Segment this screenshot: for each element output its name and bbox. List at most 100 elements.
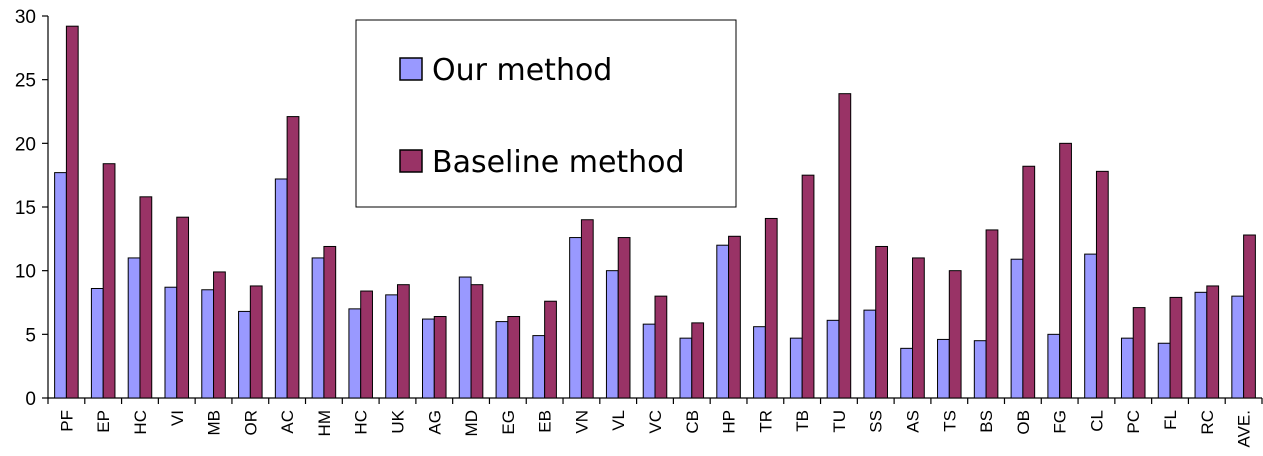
bar-our-method-tb <box>789 337 803 399</box>
y-tick-label: 20 <box>15 134 36 155</box>
bar-baseline-method-mb <box>213 271 226 399</box>
y-tick-label: 10 <box>15 262 36 283</box>
bar-baseline-method-ac <box>286 116 300 399</box>
x-category-label: TB <box>793 410 812 432</box>
bar-our-method-ag <box>422 318 435 399</box>
bar-our-method-ep <box>90 287 104 399</box>
bar-our-method-or <box>238 310 251 399</box>
x-category-label: EG <box>499 410 518 435</box>
bar-baseline-method-hc <box>139 196 153 399</box>
y-tick-label: 5 <box>25 325 36 346</box>
x-category-label: SS <box>867 410 886 433</box>
bar-our-method-vc <box>642 323 656 399</box>
bar-baseline-method-md <box>470 284 484 399</box>
bar-our-method-hc <box>127 257 141 399</box>
bar-our-method-rc <box>1194 291 1208 399</box>
bar-our-method-ac <box>274 178 288 399</box>
bar-baseline-method-ts <box>948 270 962 399</box>
x-category-label: FL <box>1161 410 1180 430</box>
bar-our-method-as <box>900 347 914 399</box>
legend-swatch-baseline-method <box>399 149 423 173</box>
bar-baseline-method-pf <box>65 25 79 399</box>
bar-our-method-vl <box>605 270 619 399</box>
bar-baseline-method-vi <box>176 216 190 399</box>
x-category-label: PF <box>57 410 76 432</box>
bar-baseline-method-vn <box>580 219 594 399</box>
bar-our-method-cb <box>679 337 693 399</box>
bar-our-method-cl <box>1084 253 1097 399</box>
y-tick-label: 15 <box>15 198 36 219</box>
x-category-label: AC <box>278 410 297 434</box>
bar-our-method-vi <box>164 286 178 399</box>
bar-baseline-method-fl <box>1169 296 1183 399</box>
bar-baseline-method-bs <box>985 229 999 399</box>
x-category-label: MB <box>205 410 224 436</box>
x-category-label: CL <box>1087 410 1106 432</box>
x-category-label: VI <box>168 410 187 426</box>
x-category-label: AG <box>425 410 444 435</box>
x-category-label: MD <box>462 410 481 436</box>
y-tick-label: 25 <box>15 71 36 92</box>
bar-our-method-eb <box>532 335 546 399</box>
bar-baseline-method-cb <box>691 322 705 399</box>
bar-baseline-method-rc <box>1206 285 1220 399</box>
y-tick-label: 0 <box>25 389 36 410</box>
plot-area: 0 5 10 15 20 25 30 PF EP HC VI MB OR AC HM HC UK AG MD EG EB… <box>15 7 1263 447</box>
bar-baseline-method-or <box>249 285 263 399</box>
bar-our-method-ss <box>863 309 877 399</box>
bar-baseline-method-hp <box>728 235 741 399</box>
bar-our-method-md <box>458 276 472 399</box>
bar-baseline-method-fg <box>1059 142 1072 399</box>
x-category-label: VC <box>646 410 665 434</box>
bar-baseline-method-tb <box>801 174 815 399</box>
bar-baseline-method-vc <box>654 295 668 399</box>
x-category-label: AVE. <box>1235 410 1254 447</box>
x-category-label: OB <box>1014 410 1033 435</box>
bar-our-method-mb <box>201 289 215 399</box>
bar-baseline-method-cl <box>1095 170 1109 399</box>
x-category-label: HP <box>720 410 739 434</box>
bar-baseline-method-tr <box>764 217 778 399</box>
bar-baseline-method-hm <box>323 245 337 399</box>
x-category-label: TR <box>756 410 775 433</box>
x-category-label: EP <box>94 410 113 433</box>
bar-baseline-method-ag <box>433 316 447 399</box>
bar-baseline-method-hc <box>360 290 373 399</box>
x-category-label: AS <box>904 410 923 433</box>
bar-our-method-ts <box>937 338 950 399</box>
bar-baseline-method-ep <box>102 163 116 399</box>
bar-our-method-uk <box>385 294 398 399</box>
x-category-label: UK <box>388 409 407 433</box>
legend-label-baseline-method: Baseline method <box>432 145 685 180</box>
bar-our-method-pc <box>1120 337 1134 399</box>
bar-baseline-method-ob <box>1022 165 1036 399</box>
bar-our-method-fl <box>1157 342 1171 399</box>
bar-baseline-method-vl <box>617 237 631 399</box>
bar-our-method-ob <box>1010 258 1024 399</box>
bar-our-method-hp <box>716 244 730 399</box>
bar-baseline-method-eb <box>544 300 557 399</box>
x-category-label: OR <box>241 410 260 436</box>
bar-our-method-tr <box>753 326 766 399</box>
x-category-label: HC <box>131 410 150 435</box>
x-category-label: RC <box>1198 410 1217 435</box>
bar-our-method-ave <box>1231 295 1245 399</box>
bar-our-method-tu <box>826 319 840 399</box>
x-category-label: TS <box>940 410 959 432</box>
x-category-label: VN <box>572 410 591 434</box>
x-category-label: BS <box>977 410 996 433</box>
bar-our-method-hc <box>348 308 362 399</box>
x-category-label: VL <box>609 410 628 431</box>
bar-baseline-method-ave <box>1243 234 1256 399</box>
x-category-label: TU <box>830 410 849 433</box>
bar-our-method-vn <box>569 237 582 399</box>
x-category-label: PC <box>1124 410 1143 434</box>
bar-our-method-bs <box>973 340 987 399</box>
bar-our-method-fg <box>1047 333 1061 399</box>
x-category-label: FG <box>1051 410 1070 434</box>
x-category-label: HM <box>315 410 334 436</box>
x-category-label: EB <box>536 410 555 433</box>
bar-baseline-method-pc <box>1132 307 1146 399</box>
bar-baseline-method-eg <box>507 316 521 399</box>
